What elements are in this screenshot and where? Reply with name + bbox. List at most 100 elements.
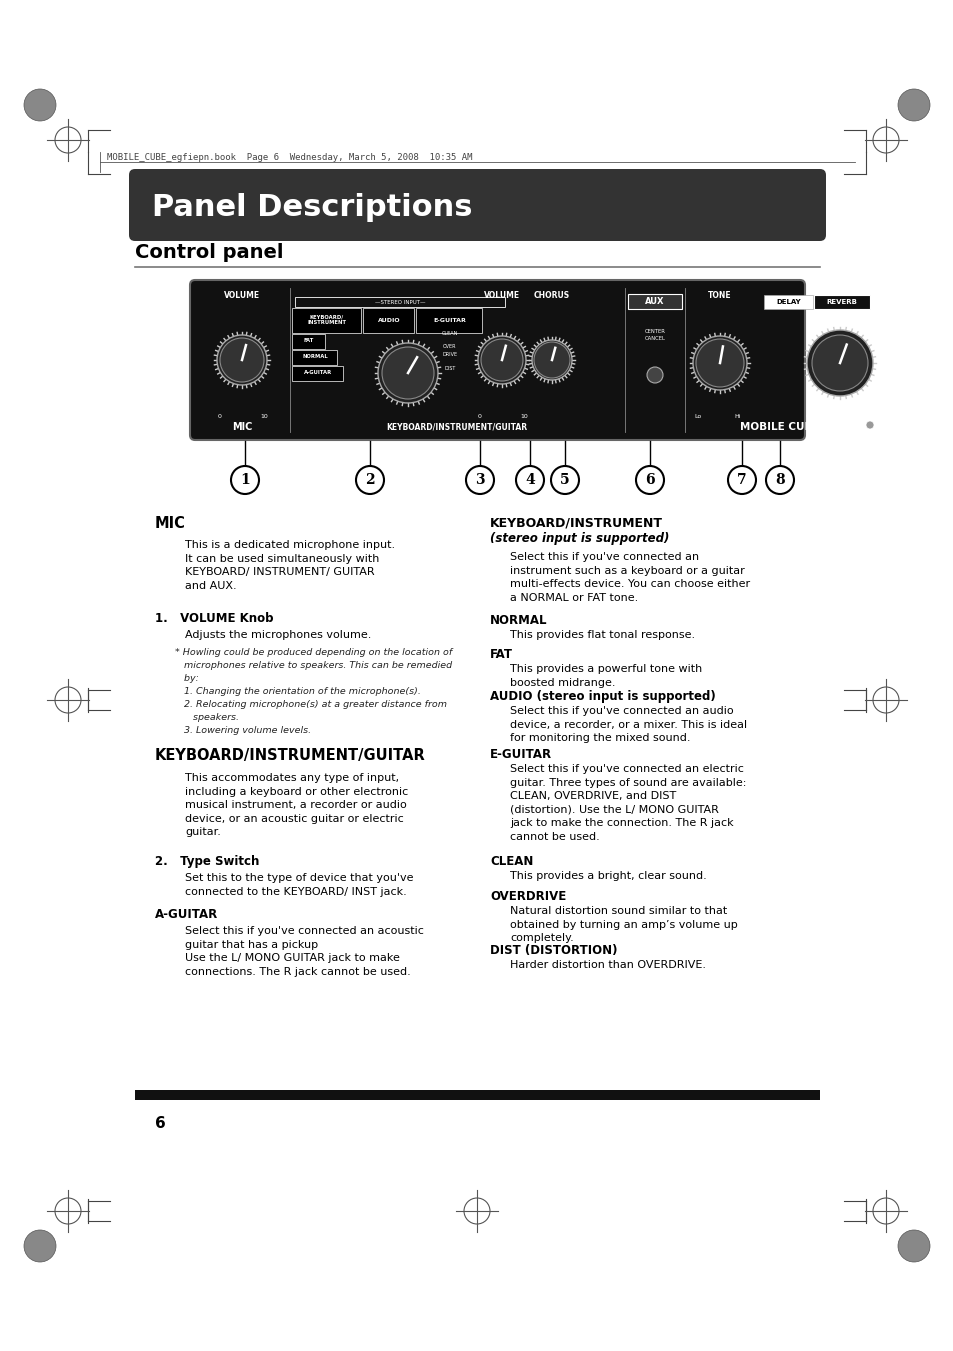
Text: DIST (DISTORTION): DIST (DISTORTION) [490, 944, 617, 957]
Circle shape [865, 422, 873, 430]
Text: OFF: OFF [805, 413, 818, 419]
Text: REVERB: REVERB [825, 299, 857, 304]
Text: Lo: Lo [694, 413, 700, 419]
Circle shape [692, 336, 746, 390]
Text: Hi: Hi [734, 413, 740, 419]
FancyBboxPatch shape [416, 308, 482, 332]
Text: AUDIO (stereo input is supported): AUDIO (stereo input is supported) [490, 690, 715, 703]
Circle shape [231, 466, 258, 494]
Text: Select this if you've connected an acoustic
guitar that has a pickup
Use the L/ : Select this if you've connected an acous… [185, 925, 423, 977]
Text: KEYBOARD/INSTRUMENT/GUITAR: KEYBOARD/INSTRUMENT/GUITAR [386, 423, 527, 431]
Text: This accommodates any type of input,
including a keyboard or other electronic
mu: This accommodates any type of input, inc… [185, 773, 408, 838]
Text: AUDIO: AUDIO [377, 317, 400, 323]
Text: DELAY: DELAY [776, 299, 801, 304]
Text: FAT: FAT [304, 339, 314, 343]
Text: 4: 4 [524, 473, 535, 486]
Text: CENTER
CANCEL: CENTER CANCEL [644, 330, 665, 340]
Text: 3. Lowering volume levels.: 3. Lowering volume levels. [174, 725, 311, 735]
Text: TONE: TONE [707, 292, 731, 300]
FancyBboxPatch shape [293, 334, 325, 349]
Circle shape [636, 466, 663, 494]
Text: MOBILE CUBE: MOBILE CUBE [740, 422, 819, 432]
Text: Select this if you've connected an electric
guitar. Three types of sound are ava: Select this if you've connected an elect… [510, 765, 745, 842]
Circle shape [465, 466, 494, 494]
Text: NORMAL: NORMAL [490, 613, 547, 627]
Text: This provides a bright, clear sound.: This provides a bright, clear sound. [510, 871, 706, 881]
Text: Select this if you've connected an
instrument such as a keyboard or a guitar
mul: Select this if you've connected an instr… [510, 553, 749, 603]
Text: Panel Descriptions: Panel Descriptions [152, 192, 472, 222]
Circle shape [532, 340, 572, 380]
FancyBboxPatch shape [293, 366, 343, 381]
Text: CHORUS: CHORUS [534, 292, 570, 300]
Text: (stereo input is supported): (stereo input is supported) [490, 532, 669, 544]
Text: KEYBOARD/INSTRUMENT: KEYBOARD/INSTRUMENT [490, 516, 662, 530]
Text: —STEREO INPUT—: —STEREO INPUT— [375, 300, 425, 304]
Circle shape [377, 343, 437, 403]
Text: OVER: OVER [443, 345, 456, 349]
FancyBboxPatch shape [190, 280, 804, 440]
Text: Control panel: Control panel [135, 243, 283, 262]
Text: DIST: DIST [444, 366, 456, 372]
Text: Set this to the type of device that you've
connected to the KEYBOARD/ INST jack.: Set this to the type of device that you'… [185, 873, 413, 897]
Text: 2. Relocating microphone(s) at a greater distance from: 2. Relocating microphone(s) at a greater… [174, 700, 447, 709]
Circle shape [381, 347, 434, 399]
Circle shape [811, 335, 867, 390]
Text: KEYBOARD/INSTRUMENT/GUITAR: KEYBOARD/INSTRUMENT/GUITAR [154, 748, 425, 763]
Text: 5: 5 [559, 473, 569, 486]
FancyBboxPatch shape [763, 295, 813, 308]
Text: 1.   VOLUME Knob: 1. VOLUME Knob [154, 612, 274, 626]
FancyBboxPatch shape [814, 295, 869, 308]
Circle shape [551, 466, 578, 494]
Text: 6: 6 [154, 1116, 166, 1131]
Circle shape [696, 339, 743, 386]
Circle shape [216, 335, 267, 385]
Circle shape [24, 89, 56, 122]
Text: 0: 0 [218, 413, 222, 419]
Text: NORMAL: NORMAL [302, 354, 328, 359]
FancyBboxPatch shape [293, 308, 361, 332]
Text: microphones relative to speakers. This can be remedied: microphones relative to speakers. This c… [174, 661, 452, 670]
Text: A-GUITAR: A-GUITAR [304, 370, 332, 376]
Text: speakers.: speakers. [174, 713, 239, 721]
Circle shape [806, 330, 872, 396]
Circle shape [897, 89, 929, 122]
Circle shape [355, 466, 384, 494]
Text: VOLUME: VOLUME [483, 292, 519, 300]
Text: 7: 7 [737, 473, 746, 486]
Text: CLEAN: CLEAN [441, 331, 457, 336]
FancyBboxPatch shape [129, 169, 825, 240]
Text: DRIVE: DRIVE [442, 353, 457, 357]
Text: by:: by: [174, 674, 198, 684]
Circle shape [480, 339, 522, 381]
Circle shape [477, 336, 525, 384]
FancyBboxPatch shape [627, 295, 681, 309]
Text: Adjusts the microphones volume.: Adjusts the microphones volume. [185, 630, 371, 640]
Text: This is a dedicated microphone input.
It can be used simultaneously with
KEYBOAR: This is a dedicated microphone input. It… [185, 540, 395, 590]
Circle shape [765, 466, 793, 494]
Text: 2.   Type Switch: 2. Type Switch [154, 855, 259, 867]
FancyBboxPatch shape [293, 350, 337, 365]
Text: 2: 2 [365, 473, 375, 486]
FancyBboxPatch shape [135, 1090, 820, 1100]
Circle shape [646, 367, 662, 382]
Circle shape [727, 466, 755, 494]
Circle shape [516, 466, 543, 494]
Text: Select this if you've connected an audio
device, a recorder, or a mixer. This is: Select this if you've connected an audio… [510, 707, 746, 743]
Text: MIC: MIC [154, 516, 186, 531]
Text: CLEAN: CLEAN [490, 855, 533, 867]
Text: This provides flat tonal response.: This provides flat tonal response. [510, 630, 695, 640]
Text: 3: 3 [475, 473, 484, 486]
Text: FAT: FAT [490, 648, 513, 661]
Text: AUX: AUX [644, 297, 664, 305]
Text: Natural distortion sound similar to that
obtained by turning an amp’s volume up
: Natural distortion sound similar to that… [510, 907, 737, 943]
Text: E-GUITAR: E-GUITAR [490, 748, 552, 761]
Text: 10: 10 [519, 413, 527, 419]
Text: 1. Changing the orientation of the microphone(s).: 1. Changing the orientation of the micro… [174, 688, 420, 696]
Text: 0: 0 [477, 413, 481, 419]
Text: E-GUITAR: E-GUITAR [433, 317, 465, 323]
Text: * Howling could be produced depending on the location of: * Howling could be produced depending on… [174, 648, 452, 657]
Circle shape [897, 1229, 929, 1262]
Text: OVERDRIVE: OVERDRIVE [490, 890, 566, 902]
Text: VOLUME: VOLUME [224, 292, 260, 300]
Text: A-GUITAR: A-GUITAR [154, 908, 218, 921]
